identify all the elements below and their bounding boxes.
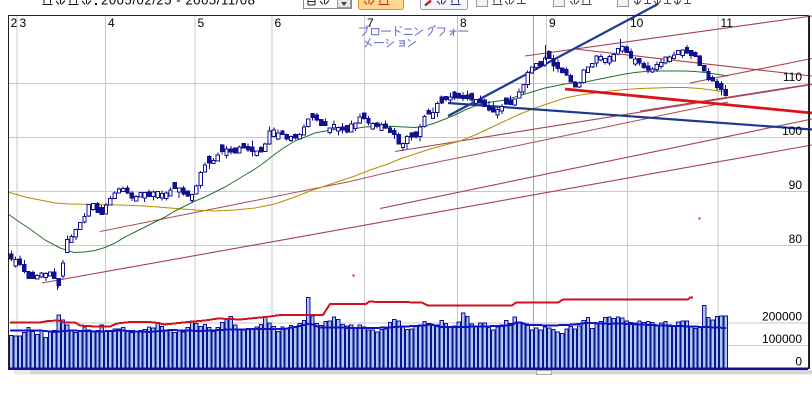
svg-text:110: 110 — [783, 70, 802, 84]
svg-text:90: 90 — [789, 178, 803, 192]
svg-text:11: 11 — [721, 16, 734, 30]
svg-text:10: 10 — [630, 16, 644, 30]
svg-text:3: 3 — [20, 16, 27, 30]
svg-text:80: 80 — [789, 232, 803, 246]
svg-text:100000: 100000 — [762, 332, 802, 346]
svg-text:200000: 200000 — [762, 310, 802, 324]
svg-text:100: 100 — [782, 124, 802, 138]
svg-text:2005/02/25 - 2005/11/08: 2005/02/25 - 2005/11/08 — [101, 0, 256, 8]
svg-text:0: 0 — [795, 355, 802, 369]
svg-text:7: 7 — [367, 16, 374, 30]
svg-text:6: 6 — [275, 16, 282, 30]
svg-text:8: 8 — [460, 16, 467, 30]
svg-text:5: 5 — [198, 16, 205, 30]
svg-text:4: 4 — [108, 16, 115, 30]
svg-text:9: 9 — [549, 16, 556, 30]
svg-text:2: 2 — [11, 16, 18, 30]
